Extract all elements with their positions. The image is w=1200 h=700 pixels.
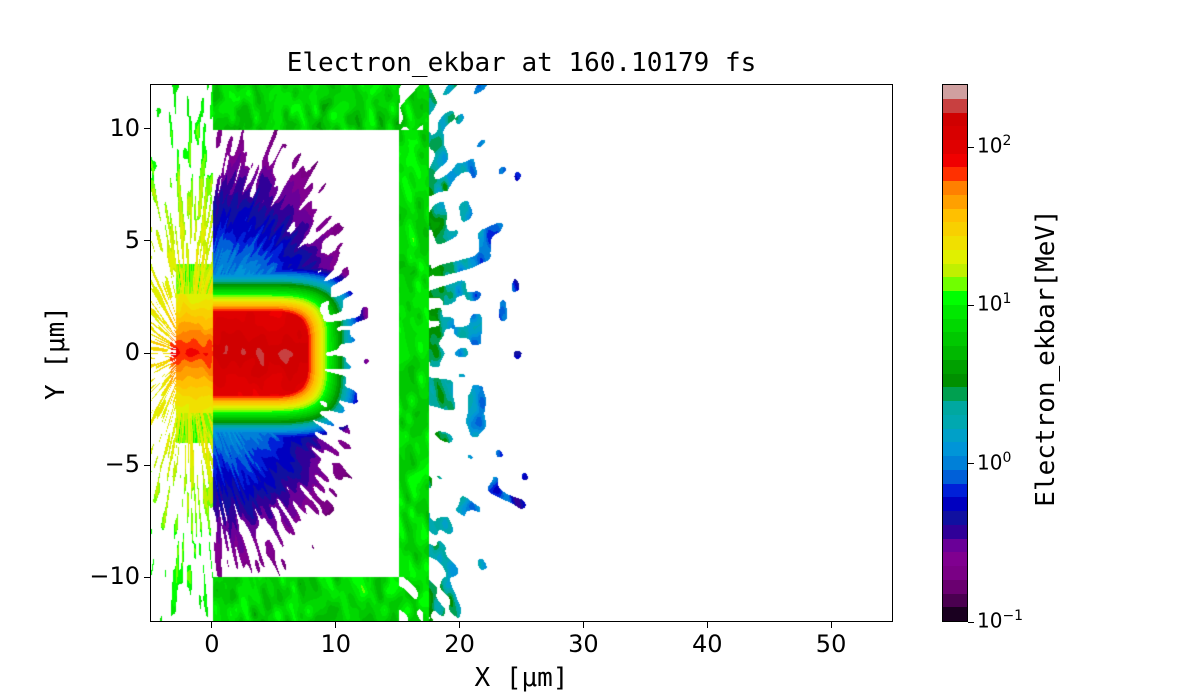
colorbar-band bbox=[943, 275, 967, 292]
y-tick bbox=[144, 352, 150, 354]
colorbar-band bbox=[943, 317, 967, 333]
tick-base: 10 bbox=[977, 450, 1003, 475]
tick-exponent: −1 bbox=[1002, 608, 1024, 624]
colorbar-band bbox=[943, 248, 967, 264]
x-tick bbox=[830, 622, 832, 628]
colorbar-band bbox=[943, 454, 967, 470]
colorbar-band bbox=[943, 138, 967, 154]
colorbar-label: Electron_ekbar[MeV] bbox=[1031, 209, 1061, 507]
colorbar-band bbox=[943, 550, 967, 567]
colorbar-band bbox=[943, 303, 967, 319]
colorbar-tick bbox=[968, 463, 974, 465]
colorbar-band bbox=[943, 372, 967, 388]
y-tick-label: 5 bbox=[124, 225, 140, 254]
colorbar-tick-label: 100 bbox=[977, 450, 1011, 475]
colorbar-band bbox=[943, 385, 967, 402]
colorbar-band bbox=[943, 591, 967, 608]
y-tick-label: 10 bbox=[109, 113, 140, 142]
colorbar-band bbox=[943, 152, 967, 168]
colorbar-band bbox=[943, 330, 967, 347]
colorbar-band bbox=[943, 468, 967, 484]
y-tick-label: −10 bbox=[89, 562, 140, 591]
heatmap-field bbox=[151, 85, 892, 621]
colorbar bbox=[942, 84, 968, 622]
colorbar-band bbox=[943, 220, 967, 237]
colorbar-band bbox=[943, 165, 967, 182]
y-tick bbox=[144, 240, 150, 242]
colorbar-band bbox=[943, 440, 967, 457]
x-axis-label: X [μm] bbox=[474, 663, 569, 693]
y-tick bbox=[144, 128, 150, 130]
x-tick-label: 10 bbox=[320, 630, 352, 658]
x-tick bbox=[706, 622, 708, 628]
colorbar-band bbox=[943, 344, 967, 360]
colorbar-band bbox=[943, 207, 967, 223]
y-tick bbox=[144, 576, 150, 578]
colorbar-band bbox=[943, 179, 967, 195]
x-tick bbox=[582, 622, 584, 628]
colorbar-band bbox=[943, 605, 967, 621]
colorbar-tick bbox=[968, 146, 974, 148]
tick-base: 10 bbox=[977, 291, 1003, 316]
colorbar-band bbox=[943, 289, 967, 305]
plot-area bbox=[150, 84, 893, 622]
x-tick bbox=[211, 622, 213, 628]
chart-title: Electron_ekbar at 160.10179 fs bbox=[286, 48, 757, 78]
tick-exponent: 2 bbox=[1002, 133, 1012, 149]
colorbar-band bbox=[943, 413, 967, 429]
x-tick-label: 40 bbox=[691, 630, 723, 658]
tick-base: 10 bbox=[977, 133, 1003, 158]
colorbar-tick bbox=[968, 304, 974, 306]
y-axis-label: Y [μm] bbox=[41, 306, 71, 400]
y-tick bbox=[144, 464, 150, 466]
x-tick bbox=[459, 622, 461, 628]
colorbar-band bbox=[943, 358, 967, 374]
colorbar-band bbox=[943, 97, 967, 113]
colorbar-band bbox=[943, 193, 967, 209]
tick-exponent: 1 bbox=[1002, 291, 1012, 308]
colorbar-band bbox=[943, 495, 967, 512]
colorbar-band bbox=[943, 536, 967, 553]
colorbar-tick-label: 101 bbox=[977, 291, 1011, 316]
colorbar-band bbox=[943, 399, 967, 415]
tick-exponent: 0 bbox=[1002, 449, 1012, 466]
colorbar-band bbox=[943, 427, 967, 443]
colorbar-tick-label: 10−1 bbox=[977, 608, 1023, 633]
colorbar-band bbox=[943, 85, 967, 99]
colorbar-band bbox=[943, 523, 967, 539]
colorbar-band bbox=[943, 124, 967, 140]
colorbar-band bbox=[943, 262, 967, 278]
y-tick-label: 0 bbox=[124, 338, 140, 366]
colorbar-band bbox=[943, 481, 967, 498]
colorbar-band bbox=[943, 110, 967, 127]
colorbar-band bbox=[943, 234, 967, 250]
colorbar-band bbox=[943, 578, 967, 594]
x-tick-label: 50 bbox=[815, 630, 847, 658]
colorbar-band bbox=[943, 509, 967, 525]
x-tick-label: 30 bbox=[568, 630, 599, 658]
x-tick-label: 20 bbox=[444, 630, 475, 658]
tick-base: 10 bbox=[977, 608, 1003, 633]
colorbar-tick bbox=[968, 621, 974, 623]
colorbar-tick-label: 102 bbox=[977, 133, 1011, 158]
y-tick-label: −5 bbox=[104, 450, 140, 479]
x-tick bbox=[335, 622, 337, 628]
colorbar-band bbox=[943, 564, 967, 580]
x-tick-label: 0 bbox=[204, 630, 220, 658]
